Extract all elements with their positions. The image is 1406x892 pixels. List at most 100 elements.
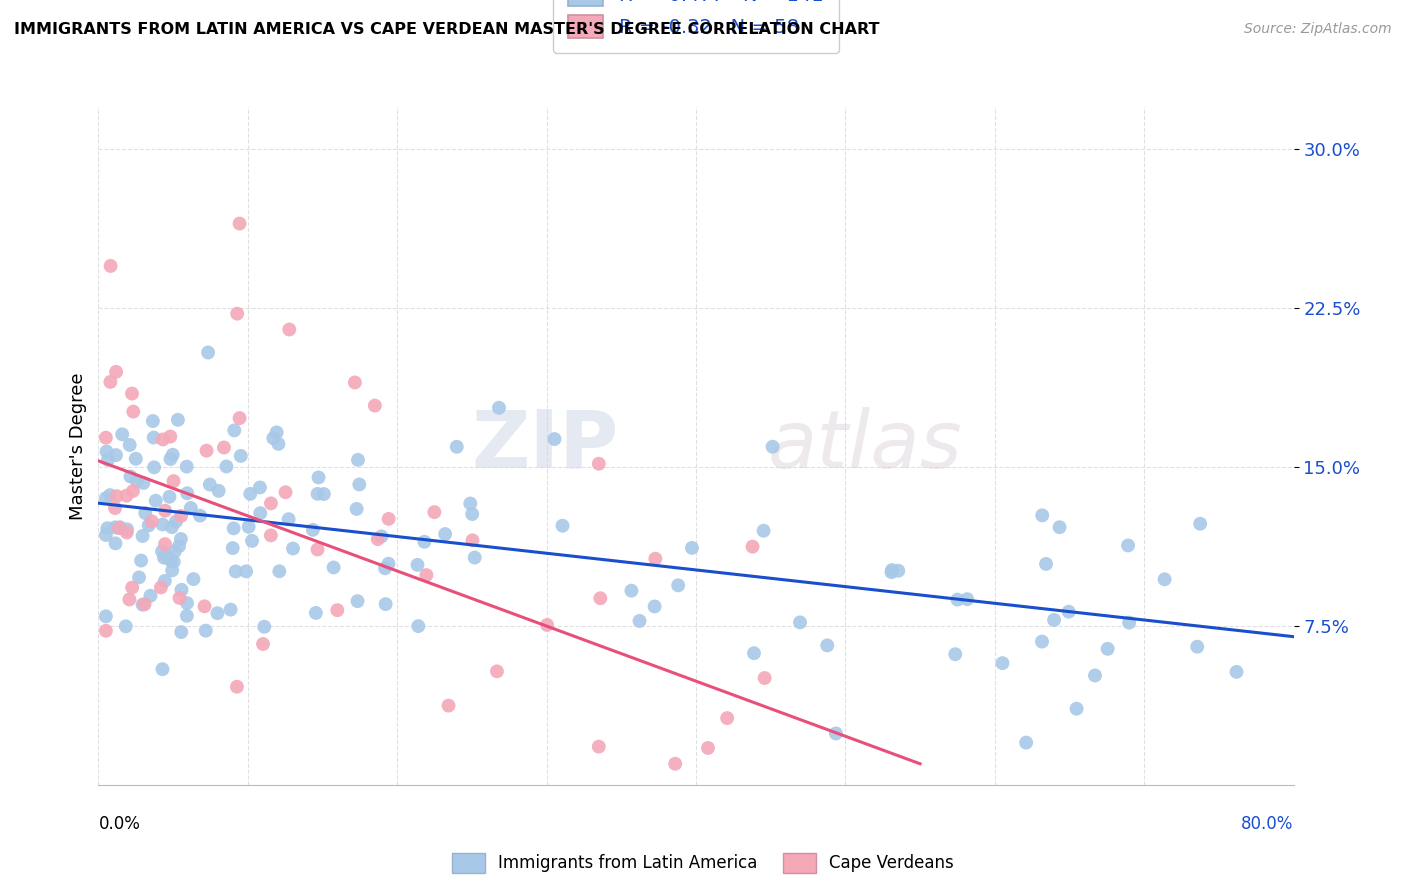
Point (219, 602, 242, 616)
Point (131, 529, 153, 543)
Point (281, 541, 304, 556)
Point (162, 474, 184, 488)
Point (122, 483, 145, 498)
Point (228, 217, 250, 231)
Point (162, 448, 184, 462)
Point (346, 502, 368, 516)
Point (377, 512, 399, 526)
Point (96, 444, 118, 458)
Point (461, 507, 484, 521)
Point (302, 523, 325, 537)
Point (153, 537, 176, 551)
Point (305, 606, 328, 620)
Point (98, 488, 121, 502)
Point (153, 550, 176, 565)
Point (423, 505, 446, 519)
Point (274, 485, 297, 500)
Point (188, 508, 211, 523)
Point (377, 557, 399, 571)
Point (408, 619, 430, 633)
Point (94, 528, 117, 542)
Point (946, 592, 969, 607)
Point (176, 486, 198, 500)
Point (122, 404, 145, 418)
Point (1118, 615, 1140, 630)
Point (815, 639, 838, 653)
Legend: Immigrants from Latin America, Cape Verdeans: Immigrants from Latin America, Cape Verd… (446, 847, 960, 880)
Point (716, 711, 738, 725)
Point (170, 582, 193, 597)
Point (215, 459, 238, 474)
Point (167, 539, 190, 553)
Point (170, 532, 193, 546)
Point (312, 487, 335, 501)
Point (159, 429, 181, 443)
Point (370, 529, 392, 543)
Text: IMMIGRANTS FROM LATIN AMERICA VS CAPE VERDEAN MASTER'S DEGREE CORRELATION CHART: IMMIGRANTS FROM LATIN AMERICA VS CAPE VE… (14, 22, 880, 37)
Point (105, 448, 128, 462)
Point (224, 423, 246, 437)
Point (125, 474, 148, 488)
Point (620, 583, 643, 598)
Text: ZIP: ZIP (471, 407, 619, 485)
Point (628, 614, 651, 628)
Point (666, 578, 689, 592)
Point (170, 508, 193, 523)
Point (160, 563, 183, 577)
Point (742, 646, 765, 660)
Point (249, 506, 271, 520)
Legend: R = -0.477   N = 141, R = -0.32   N = 58: R = -0.477 N = 141, R = -0.32 N = 58 (553, 0, 839, 54)
Point (374, 561, 396, 575)
Point (260, 496, 283, 510)
Point (104, 520, 127, 534)
Point (681, 541, 703, 555)
Point (159, 553, 181, 567)
Point (145, 493, 167, 508)
Point (222, 541, 245, 555)
Point (1057, 605, 1080, 619)
Point (235, 565, 257, 579)
Point (752, 524, 775, 538)
Point (159, 490, 181, 504)
Point (1031, 634, 1053, 648)
Point (697, 740, 720, 755)
Point (588, 739, 610, 754)
Point (94, 431, 117, 445)
Point (880, 565, 903, 579)
Point (143, 460, 166, 475)
Point (789, 615, 811, 630)
Point (349, 477, 371, 491)
Point (115, 525, 138, 540)
Point (153, 503, 176, 517)
Point (94, 624, 117, 638)
Point (138, 518, 160, 533)
Point (139, 589, 162, 603)
Point (308, 470, 330, 484)
Point (464, 550, 486, 565)
Point (131, 598, 153, 612)
Point (183, 572, 205, 586)
Point (194, 624, 217, 638)
Point (176, 459, 198, 474)
Point (1116, 538, 1139, 552)
Point (956, 592, 979, 607)
Point (163, 555, 186, 569)
Point (207, 606, 229, 620)
Point (458, 496, 481, 510)
Point (120, 469, 142, 483)
Point (446, 440, 468, 454)
Point (1225, 665, 1247, 679)
Point (180, 500, 202, 515)
Text: 0.0%: 0.0% (98, 815, 141, 833)
Point (94, 609, 117, 624)
Point (1153, 572, 1175, 586)
Point (536, 618, 558, 632)
Point (115, 522, 138, 536)
Point (149, 581, 172, 595)
Point (644, 551, 666, 566)
Y-axis label: Master's Degree: Master's Degree (69, 372, 87, 520)
Point (118, 592, 141, 607)
Point (543, 432, 565, 446)
Point (238, 520, 260, 534)
Point (253, 620, 276, 634)
